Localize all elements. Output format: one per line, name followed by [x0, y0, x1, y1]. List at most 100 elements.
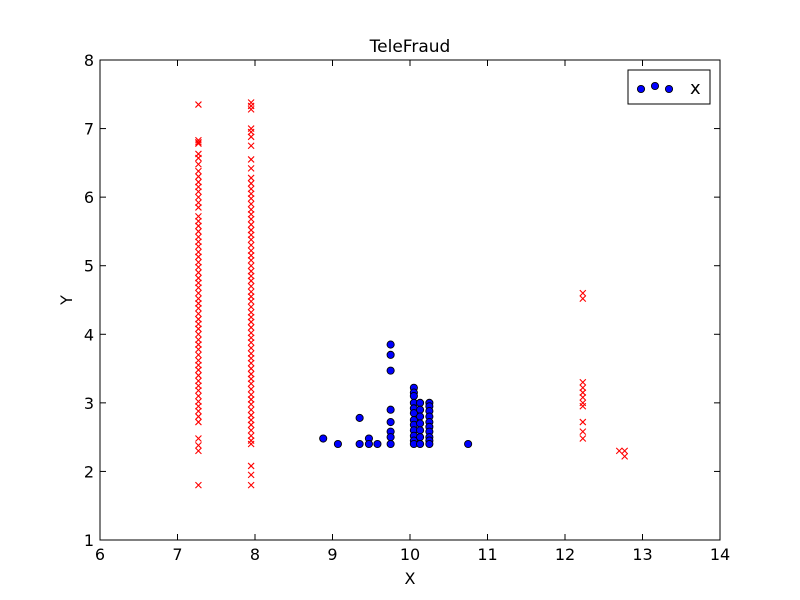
legend-label: x [690, 78, 701, 99]
data-point-x [195, 160, 202, 168]
y-tick-label: 5 [84, 257, 94, 276]
y-tick-label: 3 [84, 394, 94, 413]
data-point-x [195, 258, 202, 266]
data-point-x [247, 432, 255, 440]
data-point-x [195, 167, 202, 175]
data-point-x [195, 138, 202, 146]
data-point-x [247, 277, 255, 285]
data-point-circle [409, 391, 418, 401]
data-point-x [195, 269, 202, 276]
data-point-x [579, 384, 587, 392]
data-point-circle [416, 426, 425, 435]
data-point-x [247, 303, 255, 311]
data-point-x [195, 345, 202, 353]
data-point-x [195, 183, 202, 191]
data-point-x [247, 262, 255, 270]
data-point-x [247, 105, 255, 113]
data-point-circle [364, 439, 373, 449]
data-point-x [247, 411, 255, 419]
x-tick-label: 6 [95, 545, 105, 564]
data-point-x [247, 206, 255, 213]
data-point-circle [319, 434, 328, 443]
data-point-x [195, 289, 202, 297]
data-point-x [579, 428, 587, 436]
x-tick-label: 8 [250, 545, 260, 564]
data-point-x [247, 231, 255, 239]
data-point-x [247, 400, 255, 408]
data-point-x [195, 336, 202, 344]
data-point-x [195, 263, 202, 271]
data-point-x [247, 440, 255, 448]
data-point-x [247, 288, 255, 296]
data-point-circle [416, 398, 425, 407]
series-circle-markers [319, 340, 473, 449]
data-point-circle [355, 413, 364, 422]
data-point-circle [386, 340, 395, 349]
legend-markers [636, 81, 674, 94]
data-point-x [195, 402, 202, 410]
data-point-x [195, 154, 202, 162]
data-point-x [195, 356, 202, 364]
data-point-circle [636, 84, 646, 94]
data-point-x [195, 325, 202, 333]
x-tick-label: 13 [632, 545, 652, 564]
data-point-x [247, 370, 255, 378]
data-point-x [247, 313, 255, 321]
x-tick-label: 12 [555, 545, 575, 564]
series-x-markers [195, 99, 629, 489]
x-axis-label: X [405, 569, 416, 588]
data-point-x [247, 324, 255, 331]
data-point-circle [386, 350, 395, 359]
data-point-circle [416, 433, 425, 442]
data-point-x [247, 406, 255, 414]
data-point-x [247, 318, 255, 326]
y-tick-label: 8 [84, 51, 94, 70]
data-point-x [247, 462, 255, 470]
data-point-x [247, 344, 255, 352]
data-point-x [247, 359, 255, 367]
data-point-x [195, 435, 202, 442]
y-tick-label: 4 [84, 325, 94, 344]
data-point-x [195, 330, 202, 338]
data-point-circle [355, 439, 364, 449]
data-point-x [195, 300, 202, 307]
data-point-x [195, 204, 202, 211]
data-point-x [195, 447, 202, 455]
data-point-x [247, 128, 255, 136]
data-point-x [195, 101, 202, 108]
data-point-circle [386, 366, 395, 375]
data-point-circle [386, 439, 395, 449]
data-point-x [195, 304, 202, 312]
data-point-x [579, 393, 587, 401]
data-point-x [247, 308, 255, 316]
data-point-x [579, 378, 587, 386]
data-point-x [247, 339, 255, 346]
y-tick-label: 1 [84, 531, 94, 550]
data-point-x [247, 481, 255, 489]
data-point-x [195, 310, 202, 318]
data-point-x [247, 247, 255, 255]
data-point-x [195, 178, 202, 186]
data-point-x [579, 295, 587, 303]
data-point-x [247, 385, 255, 393]
data-point-x [247, 391, 255, 399]
data-point-circle [425, 439, 434, 449]
y-tick-label: 6 [84, 188, 94, 207]
data-point-x [247, 190, 255, 198]
data-point-circle [386, 405, 395, 414]
data-point-x [247, 156, 255, 163]
data-point-x [247, 226, 255, 234]
x-tick-label: 9 [327, 545, 337, 564]
data-point-x [579, 389, 587, 396]
data-point-x [195, 418, 202, 426]
data-point-x [195, 315, 202, 323]
data-point-x [195, 361, 202, 369]
data-point-x [195, 228, 202, 235]
data-point-x [247, 421, 255, 429]
chart-title: TeleFraud [369, 37, 451, 57]
data-point-x [195, 173, 202, 180]
data-point-x [247, 354, 255, 362]
data-point-x [247, 293, 255, 300]
data-point-x [247, 272, 255, 280]
x-tick-label: 11 [477, 545, 497, 564]
